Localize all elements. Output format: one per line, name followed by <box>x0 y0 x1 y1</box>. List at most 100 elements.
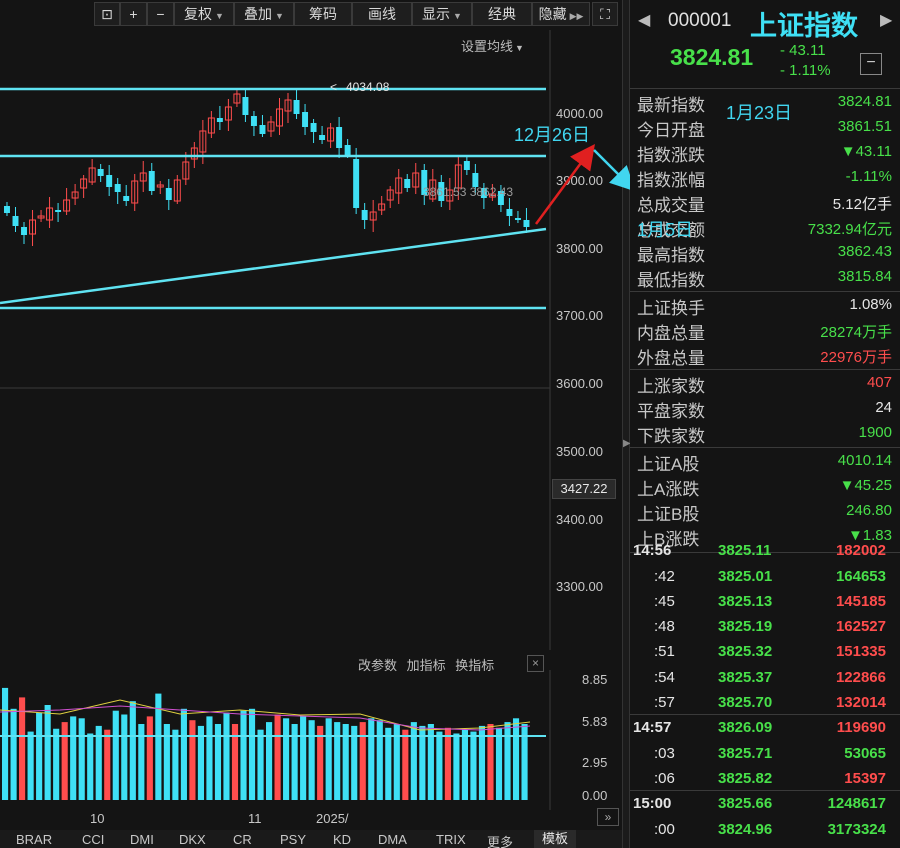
tab-dmi[interactable]: DMI <box>130 832 154 847</box>
index-code: 000001 <box>668 10 732 31</box>
price-tick-label: 3800.00 <box>556 241 603 256</box>
tick-row[interactable]: :54 3825.37 122866 <box>630 666 900 691</box>
tick-time: :03 <box>654 745 675 762</box>
tick-volume: 164653 <box>835 568 886 585</box>
stat-label: 上证A股 <box>637 455 700 474</box>
zoom-out-button[interactable]: − <box>147 2 174 26</box>
stat-value: 3815.84 <box>837 268 892 285</box>
tab-trix[interactable]: TRIX <box>436 832 466 847</box>
volume-tick-label: 2.95 <box>582 755 608 770</box>
tick-row[interactable]: 14:56 3825.11 182002 <box>630 539 900 564</box>
display-button[interactable]: 显示 ▼ <box>412 2 472 26</box>
stat-row: 上证换手 1.08% <box>630 293 900 318</box>
tick-price: 3825.19 <box>718 618 773 635</box>
change-params-link[interactable]: 改参数 <box>358 658 398 673</box>
hide-button[interactable]: 隐藏 ▶▶ <box>532 2 590 26</box>
classic-button[interactable]: 经典 <box>472 2 532 26</box>
splitter-handle-icon[interactable]: ▶ <box>623 438 631 449</box>
tick-row[interactable]: 15:00 3825.66 1248617 <box>630 792 900 817</box>
unlock-icon[interactable]: ⊡ <box>94 2 120 26</box>
chips-button[interactable]: 筹码 <box>294 2 352 26</box>
next-arrow-icon[interactable]: ▶ <box>880 12 893 29</box>
panel-splitter[interactable] <box>622 0 630 848</box>
adjust-button[interactable]: 复权 ▼ <box>174 2 234 26</box>
tick-time: :51 <box>654 643 675 660</box>
close-icon[interactable]: × <box>527 655 544 672</box>
stat-row: 平盘家数 24 <box>630 396 900 421</box>
ma-values-label: 3861.53 3862.43 <box>423 185 514 199</box>
tab-psy[interactable]: PSY <box>280 832 307 847</box>
add-indicator-link[interactable]: 加指标 <box>406 658 446 673</box>
tick-time: :42 <box>654 568 675 585</box>
ma-setting-menu[interactable]: 设置均线 ▼ <box>461 39 524 54</box>
stat-value: 5.12亿手 <box>832 196 892 213</box>
tick-row[interactable]: :42 3825.01 164653 <box>630 565 900 590</box>
stat-label: 上A涨跌 <box>637 480 700 499</box>
date-tick-label: 2025/ <box>316 811 349 826</box>
kline-chart-area[interactable]: ⊡ + − 复权 ▼ 叠加 ▼ 筹码 画线 显示 ▼ 经典 隐藏 ▶▶ ⛶ 设置均线 ▼ … <box>0 0 622 848</box>
tick-volume: 119690 <box>836 719 886 736</box>
tab-cr[interactable]: CR <box>233 832 252 847</box>
tick-row[interactable]: :51 3825.32 151335 <box>630 640 900 665</box>
tick-price: 3824.96 <box>718 821 773 838</box>
volume-tick-label: 5.83 <box>582 714 608 729</box>
stat-value: 3861.51 <box>837 118 892 135</box>
chevron-down-icon: ▼ <box>453 11 462 21</box>
tab-kd[interactable]: KD <box>333 832 352 847</box>
tab-dma[interactable]: DMA <box>378 832 407 847</box>
fullscreen-icon[interactable]: ⛶ <box>592 2 618 26</box>
tick-price: 3826.09 <box>718 719 773 736</box>
stat-label: 最新指数 <box>637 96 705 115</box>
tick-row[interactable]: :57 3825.70 132014 <box>630 691 900 716</box>
tick-volume: 1248617 <box>827 795 886 812</box>
tick-price: 3825.70 <box>718 694 773 711</box>
high-marker-arrow: < <box>330 80 338 94</box>
double-chevron-right-icon[interactable]: » <box>597 808 619 826</box>
tick-price: 3825.71 <box>718 745 773 762</box>
tick-time: :57 <box>654 694 675 711</box>
prev-arrow-icon[interactable]: ◀ <box>638 12 651 29</box>
chart-toolbar: ⊡ + − 复权 ▼ 叠加 ▼ 筹码 画线 显示 ▼ 经典 隐藏 ▶▶ ⛶ <box>0 0 622 30</box>
tick-price: 3825.11 <box>718 542 772 559</box>
price-change-pct: - 1.11% <box>780 62 831 79</box>
tab-dkx[interactable]: DKX <box>179 832 206 847</box>
tab-更多[interactable]: 更多 <box>487 835 514 848</box>
divider <box>630 369 900 370</box>
tab-template[interactable]: 模板 <box>534 830 576 848</box>
tick-price: 3825.37 <box>718 669 773 686</box>
stat-label: 今日开盘 <box>637 121 705 140</box>
tab-cci[interactable]: CCI <box>82 832 105 847</box>
tick-row[interactable]: :45 3825.13 145185 <box>630 590 900 615</box>
tick-volume: 15397 <box>844 770 886 787</box>
tick-volume: 132014 <box>835 694 886 711</box>
price-tick-label: 4000.00 <box>556 106 603 121</box>
stat-row: 今日开盘 3861.51 <box>630 115 900 140</box>
tick-row[interactable]: :48 3825.19 162527 <box>630 615 900 640</box>
zoom-in-button[interactable]: + <box>120 2 147 26</box>
draw-line-button[interactable]: 画线 <box>352 2 412 26</box>
indicator-bar: 改参数 加指标 换指标 <box>358 655 500 674</box>
current-price-marker: 3427.22 <box>552 479 616 499</box>
tab-brar[interactable]: BRAR <box>16 832 53 847</box>
stat-label: 总成交量 <box>637 196 705 215</box>
tick-row[interactable]: :00 3824.96 3173324 <box>630 818 900 843</box>
quote-panel: ◀ 000001 上证指数 ▶ 3824.81 - 43.11 - 1.11% … <box>630 0 900 848</box>
stat-value: 3824.81 <box>837 93 892 110</box>
overlay-button[interactable]: 叠加 ▼ <box>234 2 294 26</box>
tick-row[interactable]: 14:57 3826.09 119690 <box>630 716 900 741</box>
tick-time: :00 <box>654 821 675 838</box>
stat-label: 外盘总量 <box>637 349 705 368</box>
tick-price: 3825.32 <box>718 643 773 660</box>
stat-label: 下跌家数 <box>637 427 705 446</box>
stat-label: 指数涨跌 <box>637 146 705 165</box>
stat-value: -1.11% <box>845 168 892 185</box>
stat-row: 下跌家数 1900 <box>630 421 900 446</box>
indicator-tabs: BRAR CCI DMI DKX CR PSY KD DMA TRIX 更多 <box>0 830 622 848</box>
tick-time: 15:00 <box>633 795 672 812</box>
minimize-button[interactable]: − <box>860 53 882 75</box>
switch-indicator-link[interactable]: 换指标 <box>455 658 495 673</box>
tick-row[interactable]: :03 3825.71 53065 <box>630 742 900 767</box>
stat-value: ▼45.25 <box>839 477 892 494</box>
tick-price: 3825.66 <box>718 795 773 812</box>
tick-row[interactable]: :06 3825.82 15397 <box>630 767 900 792</box>
